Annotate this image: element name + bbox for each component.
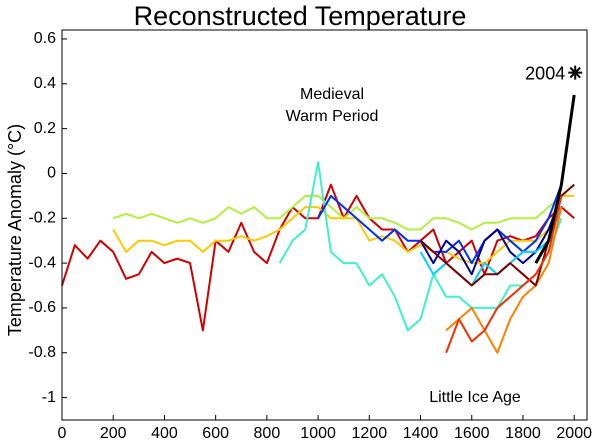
annotation: Little Ice Age xyxy=(429,389,521,406)
series-line xyxy=(112,194,575,265)
series-line xyxy=(419,206,563,287)
x-tick-label: 200 xyxy=(100,425,127,442)
y-tick-label: -0.2 xyxy=(28,209,56,226)
series-line xyxy=(278,161,563,332)
highlight-marker xyxy=(568,65,583,80)
series-line xyxy=(419,195,563,276)
y-tick-label: 0 xyxy=(47,165,56,182)
chart-title: Reconstructed Temperature xyxy=(134,1,467,31)
y-axis-label: Temperature Anomaly (°C) xyxy=(5,124,25,336)
y-tick-label: 0.2 xyxy=(34,120,56,137)
x-tick-label: 1400 xyxy=(403,425,439,442)
x-tick-label: 1200 xyxy=(352,425,388,442)
x-tick-label: 1800 xyxy=(505,425,541,442)
y-tick-label: 0.6 xyxy=(34,30,56,47)
y-tick-label: -1 xyxy=(42,389,56,406)
y-tick-label: -0.6 xyxy=(28,299,56,316)
y-tick-label: -0.4 xyxy=(28,254,56,271)
x-tick-label: 2000 xyxy=(556,425,592,442)
x-tick-label: 400 xyxy=(151,425,178,442)
series-line xyxy=(445,195,563,354)
x-tick-label: 1000 xyxy=(300,425,336,442)
series-line xyxy=(534,94,576,264)
annotation: Medieval xyxy=(300,86,364,103)
y-tick-label: 0.4 xyxy=(34,75,56,92)
plot-frame xyxy=(61,29,588,421)
x-tick-label: 800 xyxy=(254,425,281,442)
x-tick-label: 0 xyxy=(58,425,67,442)
highlight-label: 2004 xyxy=(525,63,565,83)
x-tick-label: 600 xyxy=(202,425,229,442)
annotation: Warm Period xyxy=(286,108,379,125)
x-tick-label: 1600 xyxy=(454,425,490,442)
series-line xyxy=(445,206,563,354)
y-tick-label: -0.8 xyxy=(28,344,56,361)
